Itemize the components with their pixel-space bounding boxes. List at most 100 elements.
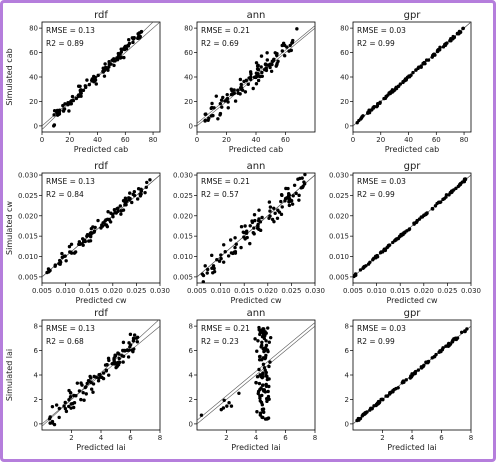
x-tick-label: 80 bbox=[149, 136, 158, 144]
x-tick-label: 20 bbox=[376, 136, 385, 144]
data-point bbox=[88, 239, 93, 243]
data-point bbox=[219, 98, 224, 102]
data-point bbox=[117, 360, 122, 365]
x-tick-label: 6 bbox=[439, 434, 444, 442]
data-point bbox=[132, 333, 137, 337]
data-point bbox=[387, 91, 391, 95]
data-point bbox=[123, 44, 128, 48]
fit-line bbox=[42, 320, 160, 427]
data-point bbox=[70, 99, 74, 103]
data-point bbox=[256, 224, 260, 228]
data-point bbox=[357, 118, 361, 123]
x-tick-label: 8 bbox=[158, 434, 162, 442]
data-point bbox=[67, 388, 71, 393]
rmse-label: RMSE = 0.03 bbox=[357, 177, 406, 186]
data-point bbox=[297, 193, 301, 198]
data-point bbox=[358, 416, 363, 421]
data-point bbox=[119, 212, 123, 216]
x-tick-label: 4 bbox=[99, 434, 104, 442]
data-point bbox=[87, 82, 92, 87]
y-tick-label: 0.015 bbox=[329, 233, 349, 241]
data-point bbox=[250, 219, 254, 223]
x-axis-label: Predicted cab bbox=[385, 145, 439, 154]
data-point bbox=[239, 245, 243, 250]
subplot-lai-gpr: gpr 2 4 6 8 0 2 4 6 8 Predicted lai RMSE = 0.03 R2 =… bbox=[345, 308, 474, 452]
data-point bbox=[380, 398, 385, 402]
data-point bbox=[415, 219, 419, 223]
data-point bbox=[416, 368, 421, 372]
x-tick-label: 20 bbox=[65, 136, 74, 144]
y-tick-label: 20 bbox=[340, 98, 349, 106]
data-point bbox=[419, 65, 423, 69]
data-point bbox=[105, 217, 110, 221]
data-point bbox=[205, 267, 210, 272]
data-point bbox=[262, 389, 266, 393]
data-point bbox=[262, 349, 266, 354]
data-point bbox=[88, 235, 93, 239]
data-point bbox=[248, 241, 252, 246]
data-point bbox=[210, 105, 214, 110]
data-point bbox=[267, 340, 271, 344]
plot-area bbox=[41, 172, 161, 284]
data-point bbox=[110, 361, 114, 366]
y-tick-label: 20 bbox=[184, 98, 193, 106]
data-point bbox=[257, 217, 261, 221]
data-point bbox=[201, 280, 206, 283]
data-point bbox=[275, 216, 280, 220]
r2-label: R2 = 0.89 bbox=[46, 39, 84, 48]
data-point bbox=[200, 272, 205, 276]
data-point bbox=[107, 358, 111, 363]
data-point bbox=[103, 62, 107, 66]
rmse-label: RMSE = 0.13 bbox=[46, 324, 95, 333]
data-point bbox=[47, 269, 51, 274]
data-point bbox=[411, 70, 415, 75]
data-point bbox=[110, 58, 114, 62]
y-tick-label: 0.010 bbox=[18, 253, 38, 261]
data-point bbox=[145, 180, 149, 185]
data-point bbox=[287, 203, 292, 208]
data-point bbox=[260, 334, 265, 339]
data-point bbox=[257, 208, 261, 212]
plot-content bbox=[197, 25, 315, 127]
data-point bbox=[394, 238, 398, 242]
y-tick-label: 20 bbox=[29, 98, 38, 106]
subplot-cab-rdf: rdf 0 20 40 60 80 0 20 40 60 80 Predicted cab Simula… bbox=[5, 10, 161, 154]
subplot-title: gpr bbox=[404, 161, 422, 172]
x-tick-label: 4 bbox=[410, 434, 415, 442]
data-point bbox=[275, 63, 279, 67]
data-point bbox=[422, 213, 426, 217]
data-point bbox=[62, 404, 66, 408]
r2-label: R2 = 0.57 bbox=[201, 190, 239, 199]
data-point bbox=[268, 214, 272, 218]
x-tick-label: 0.010 bbox=[56, 287, 76, 295]
data-point bbox=[102, 74, 107, 78]
data-point bbox=[127, 38, 131, 42]
data-point bbox=[249, 75, 253, 79]
data-point bbox=[433, 53, 437, 57]
x-tick-label: 6 bbox=[283, 434, 288, 442]
data-point bbox=[135, 197, 140, 201]
plot-content bbox=[42, 22, 160, 130]
data-point bbox=[255, 410, 259, 414]
data-point bbox=[461, 26, 465, 31]
data-point bbox=[106, 373, 111, 377]
subplot-title: ann bbox=[247, 308, 266, 319]
data-point bbox=[288, 43, 292, 48]
data-point bbox=[239, 87, 243, 91]
data-point bbox=[54, 403, 59, 407]
x-tick-label: 0.020 bbox=[258, 287, 278, 295]
x-tick-label: 40 bbox=[404, 136, 413, 144]
data-point bbox=[407, 227, 412, 231]
data-point bbox=[210, 253, 214, 258]
data-point bbox=[136, 32, 140, 36]
data-point bbox=[251, 86, 255, 91]
data-point bbox=[256, 63, 260, 68]
data-point bbox=[209, 114, 214, 118]
identity-line bbox=[42, 22, 160, 127]
data-point bbox=[60, 251, 64, 256]
data-point bbox=[69, 251, 74, 255]
data-point bbox=[268, 209, 272, 213]
data-point bbox=[401, 232, 405, 237]
data-point bbox=[375, 104, 380, 108]
data-point bbox=[237, 391, 241, 396]
